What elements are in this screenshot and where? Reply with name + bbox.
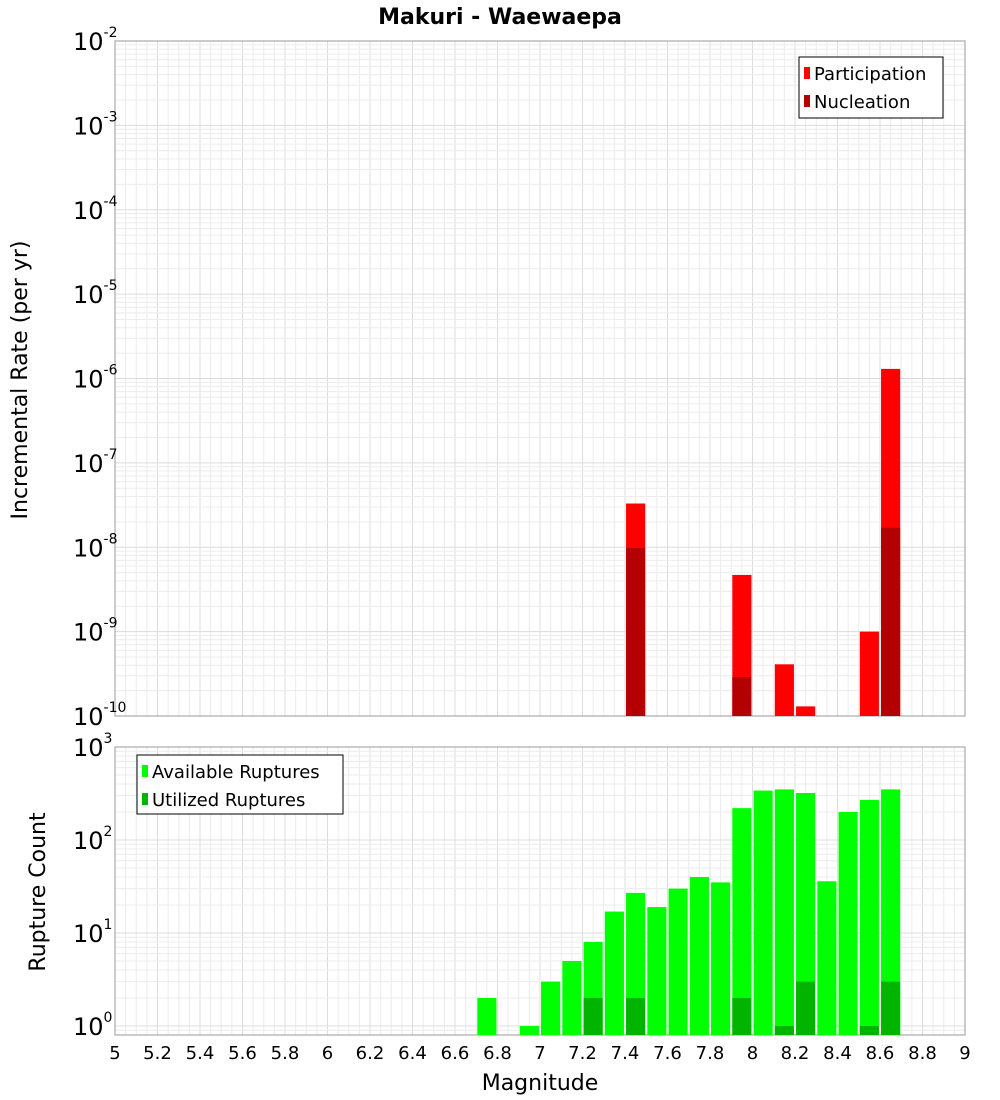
- bottom-bar-available-ruptures: [668, 888, 688, 1035]
- bottom-bar-available-ruptures: [881, 789, 901, 1035]
- bottom-y-tick-label: 100: [73, 1010, 112, 1041]
- bottom-y-axis-label: Rupture Count: [26, 812, 51, 972]
- top-legend: Participation Nucleation: [798, 56, 944, 119]
- top-bar-nucleation: [732, 676, 752, 716]
- bottom-bar-available-ruptures: [647, 907, 667, 1035]
- bottom-legend: Available Ruptures Utilized Ruptures: [136, 754, 344, 815]
- top-y-tick-label: 10-9: [73, 616, 118, 647]
- bottom-legend-swatch: [142, 793, 148, 805]
- bottom-plot-border: [114, 746, 966, 1036]
- top-y-tick-label: 10-6: [73, 363, 118, 394]
- bottom-bar-available-ruptures: [796, 793, 816, 1035]
- x-tick-label: 7.6: [653, 1043, 682, 1064]
- top-legend-swatch: [804, 67, 810, 79]
- x-tick-label: 9: [959, 1043, 970, 1064]
- top-bar-participation: [796, 706, 816, 716]
- bottom-bar-available-ruptures: [859, 799, 879, 1035]
- x-tick-label: 8: [747, 1043, 758, 1064]
- x-tick-label: 5.6: [228, 1043, 257, 1064]
- bottom-bar-utilized-ruptures: [732, 997, 752, 1035]
- bottom-bar-available-ruptures: [732, 808, 752, 1035]
- bottom-bar-available-ruptures: [562, 960, 582, 1035]
- x-tick-label: 6: [322, 1043, 333, 1064]
- top-plot-border: [114, 40, 966, 717]
- x-tick-label: 7.8: [696, 1043, 725, 1064]
- top-y-axis-label: Incremental Rate (per yr): [8, 241, 33, 520]
- bottom-bar-utilized-ruptures: [796, 981, 816, 1035]
- bottom-y-tick-label: 103: [73, 731, 112, 762]
- bottom-y-tick-label: 101: [73, 917, 112, 948]
- bottom-bar-available-ruptures: [753, 790, 773, 1035]
- x-axis-ticks: 5 5.2 5.4 5.6 5.8 6 6.2 6.4 6.6 6.8 7 7.2 7.4 7.6 7.8 8…: [109, 1043, 970, 1064]
- bottom-bar-available-ruptures: [541, 981, 561, 1035]
- bottom-bar-available-ruptures: [838, 812, 858, 1035]
- chart-title: Makuri - Waewaepa: [378, 5, 622, 30]
- top-y-tick-label: 10-2: [73, 25, 118, 56]
- bottom-legend-box: [136, 754, 344, 815]
- bottom-bar-available-ruptures: [689, 877, 709, 1035]
- x-tick-label: 8.8: [908, 1043, 937, 1064]
- x-tick-label: 5.8: [271, 1043, 300, 1064]
- bottom-legend-label: Available Ruptures: [152, 762, 320, 783]
- bottom-y-axis-ticks: 100 101 102 103: [73, 731, 112, 1041]
- bottom-bar-utilized-ruptures: [774, 1025, 794, 1035]
- top-y-tick-label: 10-5: [73, 278, 118, 309]
- x-tick-label: 6.2: [356, 1043, 385, 1064]
- bottom-bar-utilized-ruptures: [859, 1025, 879, 1035]
- x-tick-label: 7: [534, 1043, 545, 1064]
- top-plot-area: 10-10 10-9 10-8 10-7 10-6 10-5 10-4 10-3 10-2 Par…: [73, 25, 966, 731]
- top-bar-nucleation: [881, 527, 901, 716]
- bottom-y-tick-label: 102: [73, 824, 112, 855]
- bottom-bar-available-ruptures: [477, 997, 497, 1035]
- top-legend-label: Nucleation: [814, 92, 910, 113]
- top-series-1: [626, 527, 901, 716]
- x-tick-label: 6.8: [483, 1043, 512, 1064]
- bottom-bar-available-ruptures: [519, 1025, 539, 1035]
- top-legend-swatch: [804, 95, 810, 107]
- x-tick-label: 6.4: [398, 1043, 427, 1064]
- top-legend-box: [798, 56, 944, 119]
- x-tick-label: 5.2: [143, 1043, 172, 1064]
- top-grid: [114, 40, 966, 717]
- x-tick-label: 5: [109, 1043, 120, 1064]
- x-tick-label: 5.4: [186, 1043, 215, 1064]
- x-tick-label: 7.4: [611, 1043, 640, 1064]
- bottom-series-0: [477, 789, 901, 1035]
- bottom-bar-available-ruptures: [817, 881, 837, 1035]
- top-y-tick-label: 10-10: [73, 700, 126, 731]
- bottom-plot-area: 100 101 102 103 Available Ruptures Utilized R…: [73, 731, 966, 1041]
- top-y-tick-label: 10-3: [73, 109, 118, 140]
- x-tick-label: 8.2: [781, 1043, 810, 1064]
- bottom-bar-utilized-ruptures: [583, 997, 603, 1035]
- top-y-tick-label: 10-4: [73, 194, 118, 225]
- top-bar-participation: [859, 631, 879, 716]
- bottom-bar-utilized-ruptures: [881, 981, 901, 1035]
- bottom-bar-utilized-ruptures: [626, 997, 646, 1035]
- bottom-legend-label: Utilized Ruptures: [152, 790, 305, 811]
- top-y-tick-label: 10-8: [73, 531, 118, 562]
- x-tick-label: 7.2: [568, 1043, 597, 1064]
- x-axis-label: Magnitude: [482, 1071, 599, 1096]
- bottom-bar-available-ruptures: [711, 882, 731, 1035]
- x-tick-label: 6.6: [441, 1043, 470, 1064]
- bottom-legend-swatch: [142, 765, 148, 777]
- top-legend-label: Participation: [814, 64, 926, 85]
- x-tick-label: 8.6: [866, 1043, 895, 1064]
- bottom-bar-available-ruptures: [774, 789, 794, 1035]
- bottom-bar-available-ruptures: [604, 911, 624, 1035]
- top-bar-participation: [774, 664, 794, 716]
- top-y-axis-ticks: 10-10 10-9 10-8 10-7 10-6 10-5 10-4 10-3 10-2: [73, 25, 126, 731]
- x-tick-label: 8.4: [823, 1043, 852, 1064]
- top-bar-nucleation: [626, 547, 646, 716]
- bottom-series-1: [583, 981, 901, 1035]
- top-y-tick-label: 10-7: [73, 447, 118, 478]
